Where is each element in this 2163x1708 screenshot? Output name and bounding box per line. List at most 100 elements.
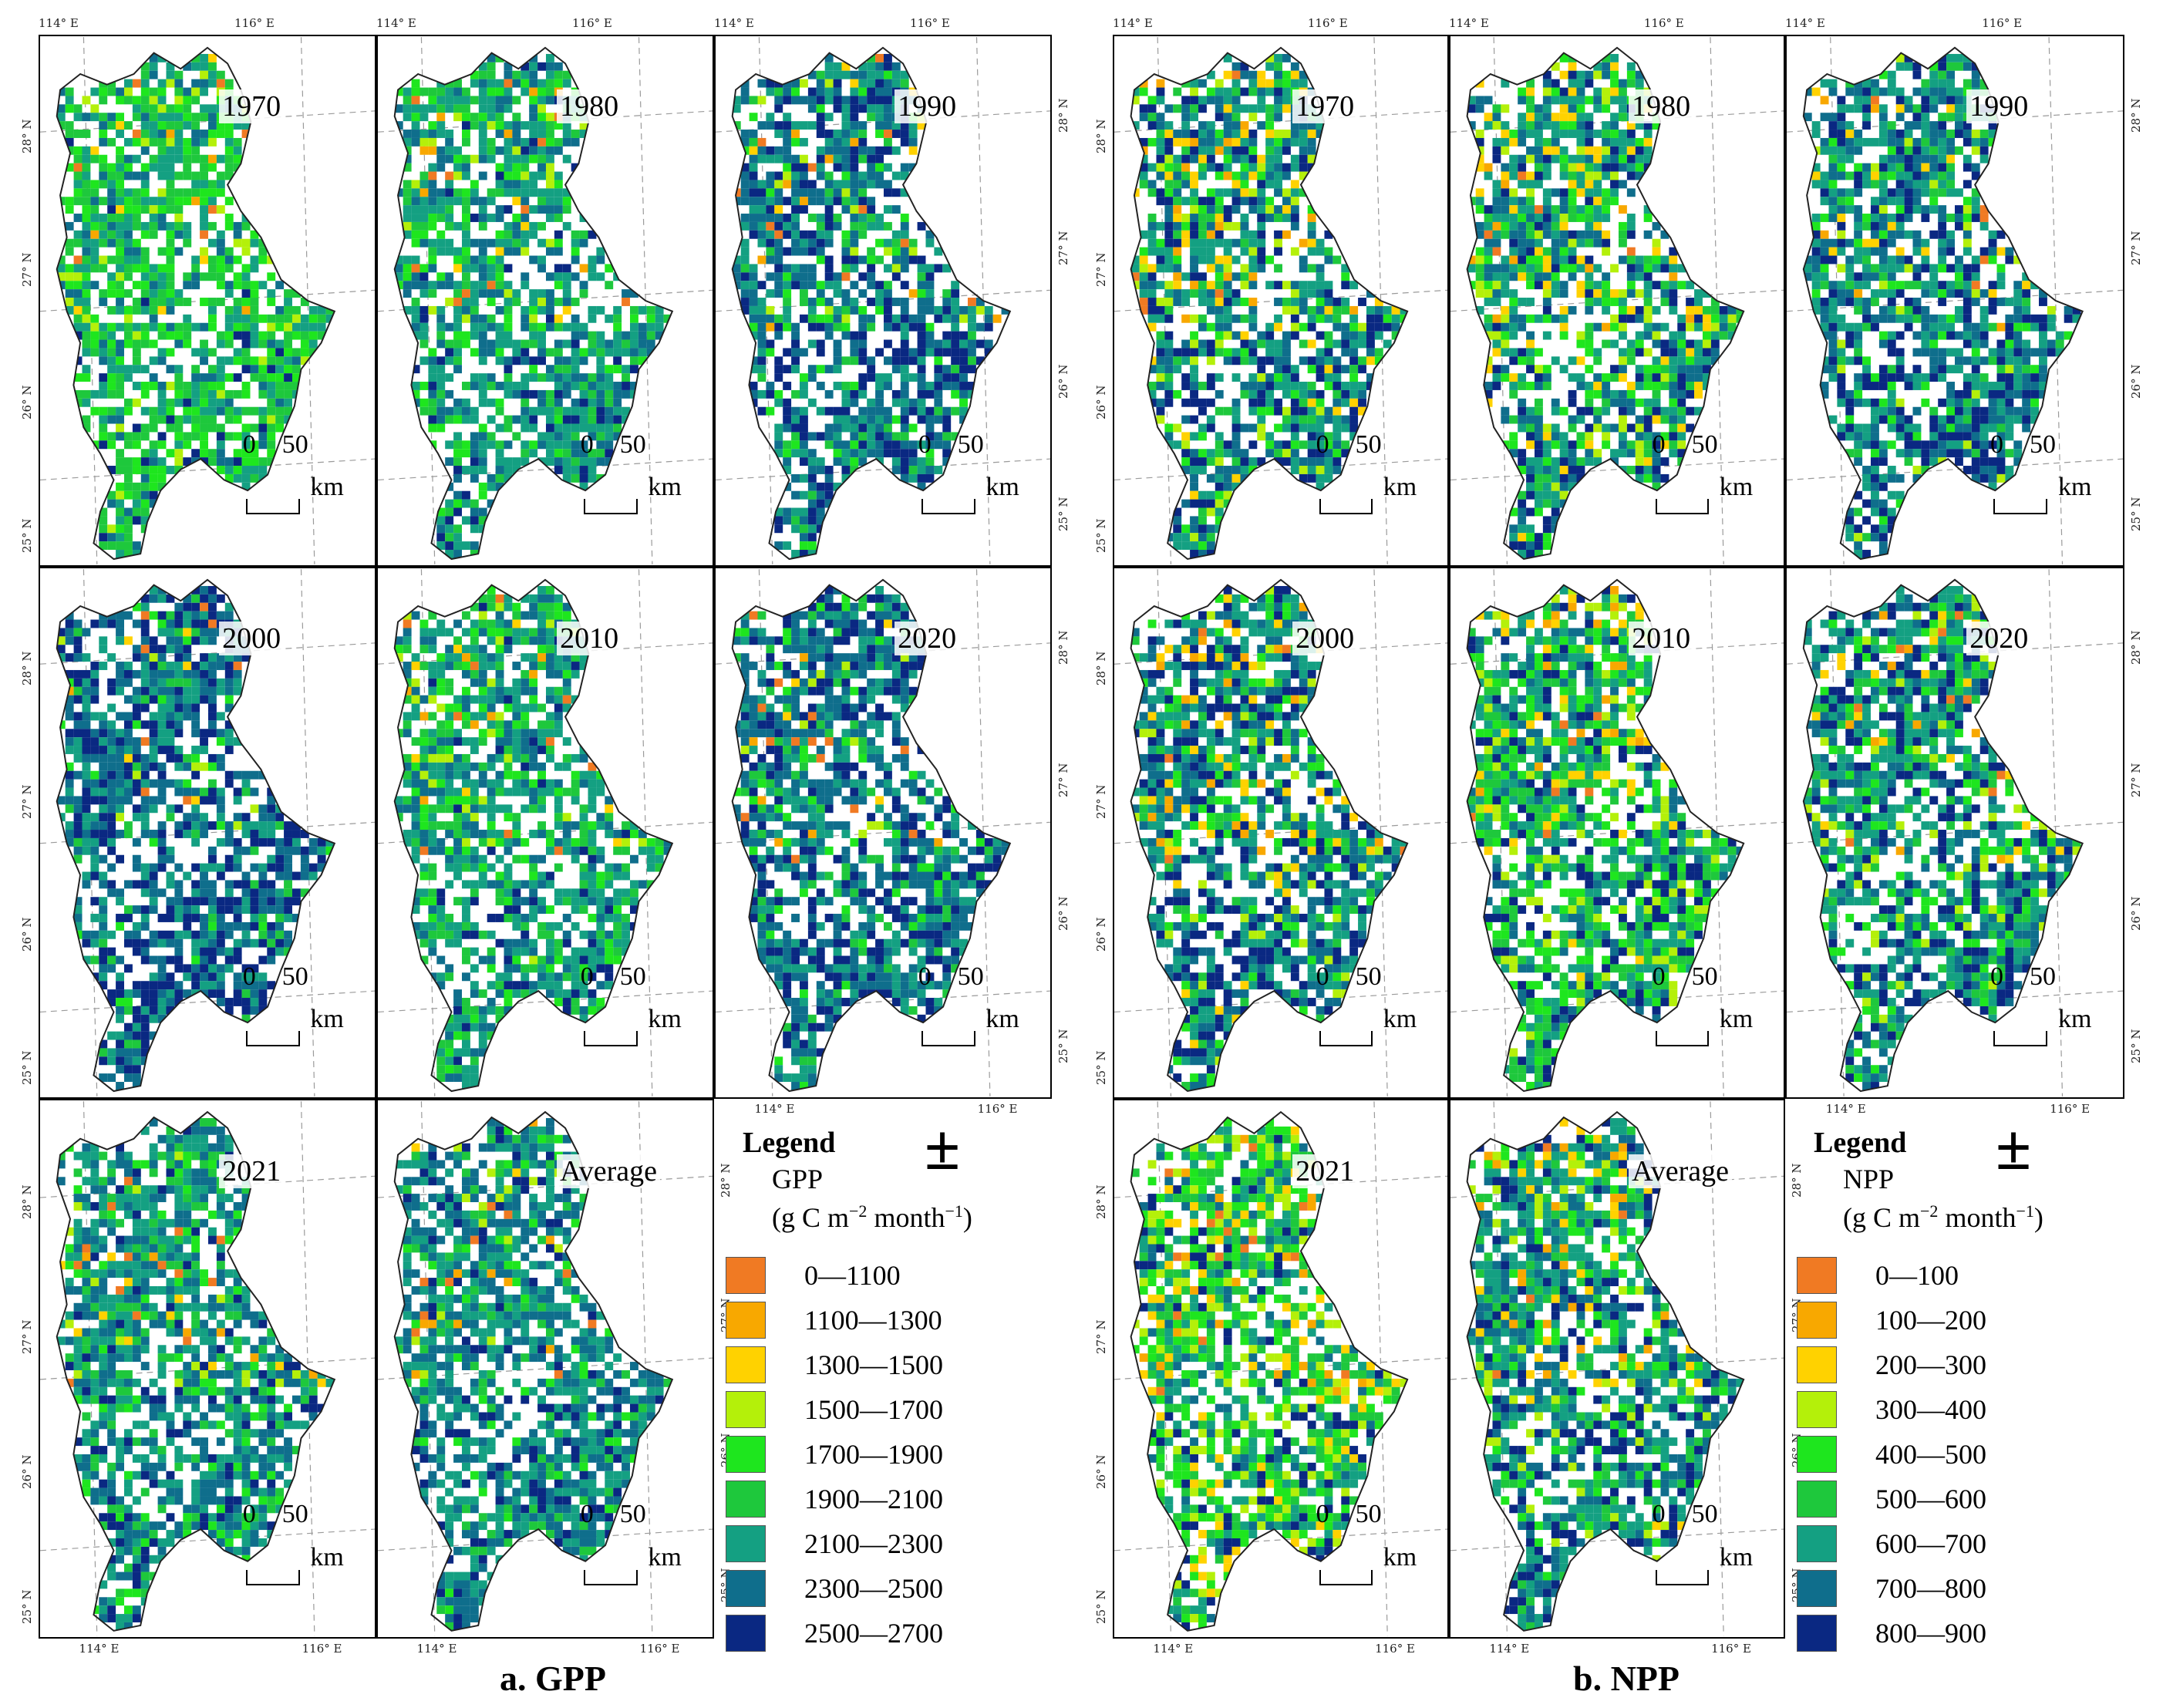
legend-label: 600—700 (1875, 1528, 1986, 1559)
longitude-label: 114° E (1489, 1642, 1530, 1656)
subfigure-caption: b. NPP (1573, 1659, 1680, 1698)
scalebar (1993, 1031, 2048, 1047)
scalebar-unit: km (310, 1004, 344, 1033)
panel-year-label: 1970 (219, 89, 285, 123)
scalebar-numbers: 0 50 (581, 430, 646, 460)
longitude-label: 116° E (1711, 1642, 1751, 1656)
latitude-label: 26° N (20, 385, 34, 420)
scalebar (246, 1570, 300, 1585)
scalebar-unit: km (1383, 472, 1417, 501)
latitude-label: 28° N (1094, 119, 1108, 154)
latitude-label: 27° N (1094, 784, 1108, 819)
region-boundary (731, 578, 1012, 1093)
scalebar-unit: km (648, 1004, 682, 1033)
scalebar-numbers: 0 50 (243, 962, 308, 992)
longitude-label: 116° E (1982, 16, 2023, 30)
legend-variable: NPP (1843, 1164, 1895, 1194)
map-canvas (40, 569, 375, 1097)
scalebar-unit: km (985, 1004, 1019, 1033)
legend-swatch (1797, 1436, 1837, 1473)
latitude-label: 25° N (2129, 497, 2143, 532)
scalebar-zero: 0 (918, 430, 932, 459)
latitude-label: 27° N (1056, 231, 1070, 266)
legend-label: 2500—2700 (804, 1618, 943, 1649)
map-panel: Average 0 50 km (376, 1099, 714, 1639)
legend-label: 300—400 (1875, 1394, 1986, 1425)
legend-swatch (1797, 1481, 1837, 1518)
scalebar-zero: 0 (580, 1500, 594, 1528)
scalebar-numbers: 0 50 (918, 962, 984, 992)
scalebar-fifty: 50 (957, 430, 984, 459)
scalebar-unit: km (310, 1543, 344, 1572)
legend-unit-exp1: −2 (849, 1201, 868, 1221)
scalebar-unit: km (1383, 1543, 1417, 1572)
region-boundary (731, 46, 1012, 561)
legend-swatch (1797, 1346, 1837, 1383)
legend-item: 600—700 (1797, 1525, 2121, 1564)
map-canvas (378, 37, 713, 564)
legend-swatch (1797, 1302, 1837, 1339)
raster-layer (1130, 53, 1408, 558)
legend-item: 500—600 (1797, 1481, 2121, 1519)
legend-title: Legend (743, 1127, 836, 1159)
raster-layer (732, 585, 1010, 1090)
scalebar-fifty: 50 (619, 430, 646, 459)
legend-swatch (1797, 1525, 1837, 1562)
scalebar (246, 499, 300, 515)
scalebar-numbers: 0 50 (1653, 962, 1718, 992)
legend-item: 0—1100 (726, 1257, 1049, 1295)
scalebar-numbers: 0 50 (918, 430, 984, 460)
latitude-label: 27° N (2129, 231, 2143, 266)
scalebar (1319, 499, 1373, 515)
raster-layer (56, 585, 335, 1090)
legend-label: 700—800 (1875, 1573, 1986, 1604)
scalebar-fifty: 50 (1355, 430, 1382, 459)
latitude-label: 28° N (1056, 98, 1070, 133)
legend-unit-mid: month (1938, 1202, 2016, 1233)
legend-swatch (1797, 1570, 1837, 1607)
map-canvas (716, 569, 1050, 1097)
scalebar-numbers: 0 50 (581, 1500, 646, 1529)
longitude-label: 116° E (1375, 1642, 1415, 1656)
raster-layer (1467, 53, 1744, 558)
latitude-label: 27° N (1094, 252, 1108, 287)
panel-year-label: Average (557, 1154, 660, 1188)
legend-unit-exp2: −1 (945, 1201, 963, 1221)
map-canvas (40, 37, 375, 564)
latitude-label: 26° N (1094, 917, 1108, 952)
map-panel: 2010 0 50 km (1449, 567, 1785, 1099)
legend-item: 1500—1700 (726, 1391, 1049, 1430)
legend-item: 200—300 (1797, 1346, 2121, 1385)
region-boundary (393, 46, 674, 561)
legend-item: 800—900 (1797, 1615, 2121, 1653)
scalebar-unit: km (985, 472, 1019, 501)
longitude-label: 116° E (234, 16, 275, 30)
scalebar-fifty: 50 (2030, 430, 2056, 459)
region-boundary (1802, 578, 2084, 1093)
scalebar-zero: 0 (918, 962, 932, 991)
scalebar-unit: km (1383, 1004, 1417, 1033)
longitude-label: 114° E (416, 1642, 457, 1656)
legend-label: 0—1100 (804, 1260, 901, 1291)
panel-year-label: 2021 (219, 1154, 285, 1188)
region-boundary (1130, 46, 1409, 561)
map-canvas (40, 1101, 375, 1636)
raster-layer (56, 53, 335, 558)
panel-year-label: 2020 (1966, 622, 2032, 655)
scalebar-fifty: 50 (2030, 962, 2056, 991)
legend-swatch (726, 1302, 766, 1339)
scalebar-fifty: 50 (281, 430, 308, 459)
region-boundary (56, 1110, 336, 1632)
raster-layer (1467, 1118, 1744, 1631)
longitude-label: 114° E (1113, 16, 1153, 30)
longitude-label: 114° E (376, 16, 416, 30)
legend-label: 200—300 (1875, 1349, 1986, 1380)
longitude-label: 116° E (572, 16, 612, 30)
scalebar-unit: km (2058, 472, 2092, 501)
legend-unit: (g C m−2 month−1) (772, 1201, 972, 1234)
scalebar-numbers: 0 50 (1653, 1500, 1718, 1529)
legend-unit: (g C m−2 month−1) (1843, 1201, 2043, 1234)
map-canvas (1787, 37, 2123, 564)
scalebar-zero: 0 (1316, 430, 1329, 459)
latitude-label: 26° N (1056, 896, 1070, 931)
